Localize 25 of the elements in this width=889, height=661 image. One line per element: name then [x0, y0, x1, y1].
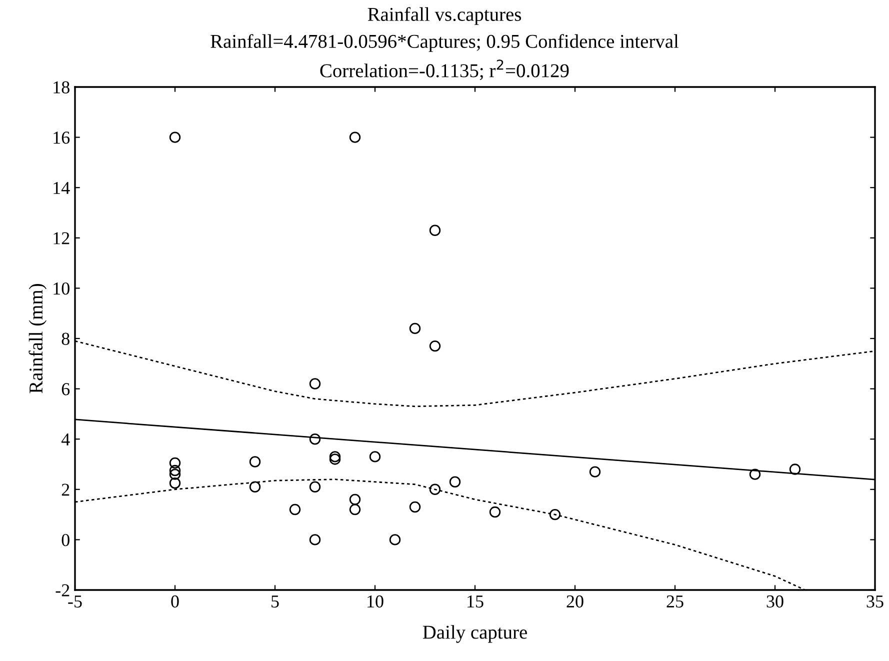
x-tick-label: 10: [368, 595, 384, 608]
text: Rainfall=4.4781-0.0596*Captures; 0.95 Confidence interval: [210, 34, 679, 52]
y-tick-label: -2: [56, 584, 70, 596]
y-tick-label: 18: [54, 81, 70, 94]
y-tick-label: 10: [54, 282, 70, 295]
x-tick-label: 5: [272, 596, 279, 608]
y-axis-title: Rainfall (mm): [28, 284, 47, 394]
y-tick-label: 16: [54, 132, 70, 144]
y-tick-label: 12: [54, 232, 70, 244]
x-tick-label: 25: [666, 595, 684, 608]
y-tick-label: 8: [62, 332, 70, 345]
text: Correlation=-0.1135; r$^{2}$=0.0129: [320, 60, 569, 80]
y-tick-label: 2: [62, 484, 70, 496]
chart-title: Rainfall vs.captures: [368, 7, 522, 25]
x-tick-label: 20: [566, 595, 584, 608]
x-tick-label: 0: [171, 595, 179, 608]
y-tick-label: 4: [61, 433, 70, 446]
y-tick-label: 6: [62, 383, 70, 396]
x-axis-title: Daily capture: [422, 625, 527, 643]
x-tick-label: -5: [68, 596, 82, 608]
x-tick-label: 30: [766, 595, 784, 608]
x-tick-label: 15: [468, 595, 484, 608]
y-tick-label: 14: [54, 182, 70, 194]
x-tick-label: 35: [866, 595, 884, 608]
y-tick-label: 0: [62, 534, 70, 546]
